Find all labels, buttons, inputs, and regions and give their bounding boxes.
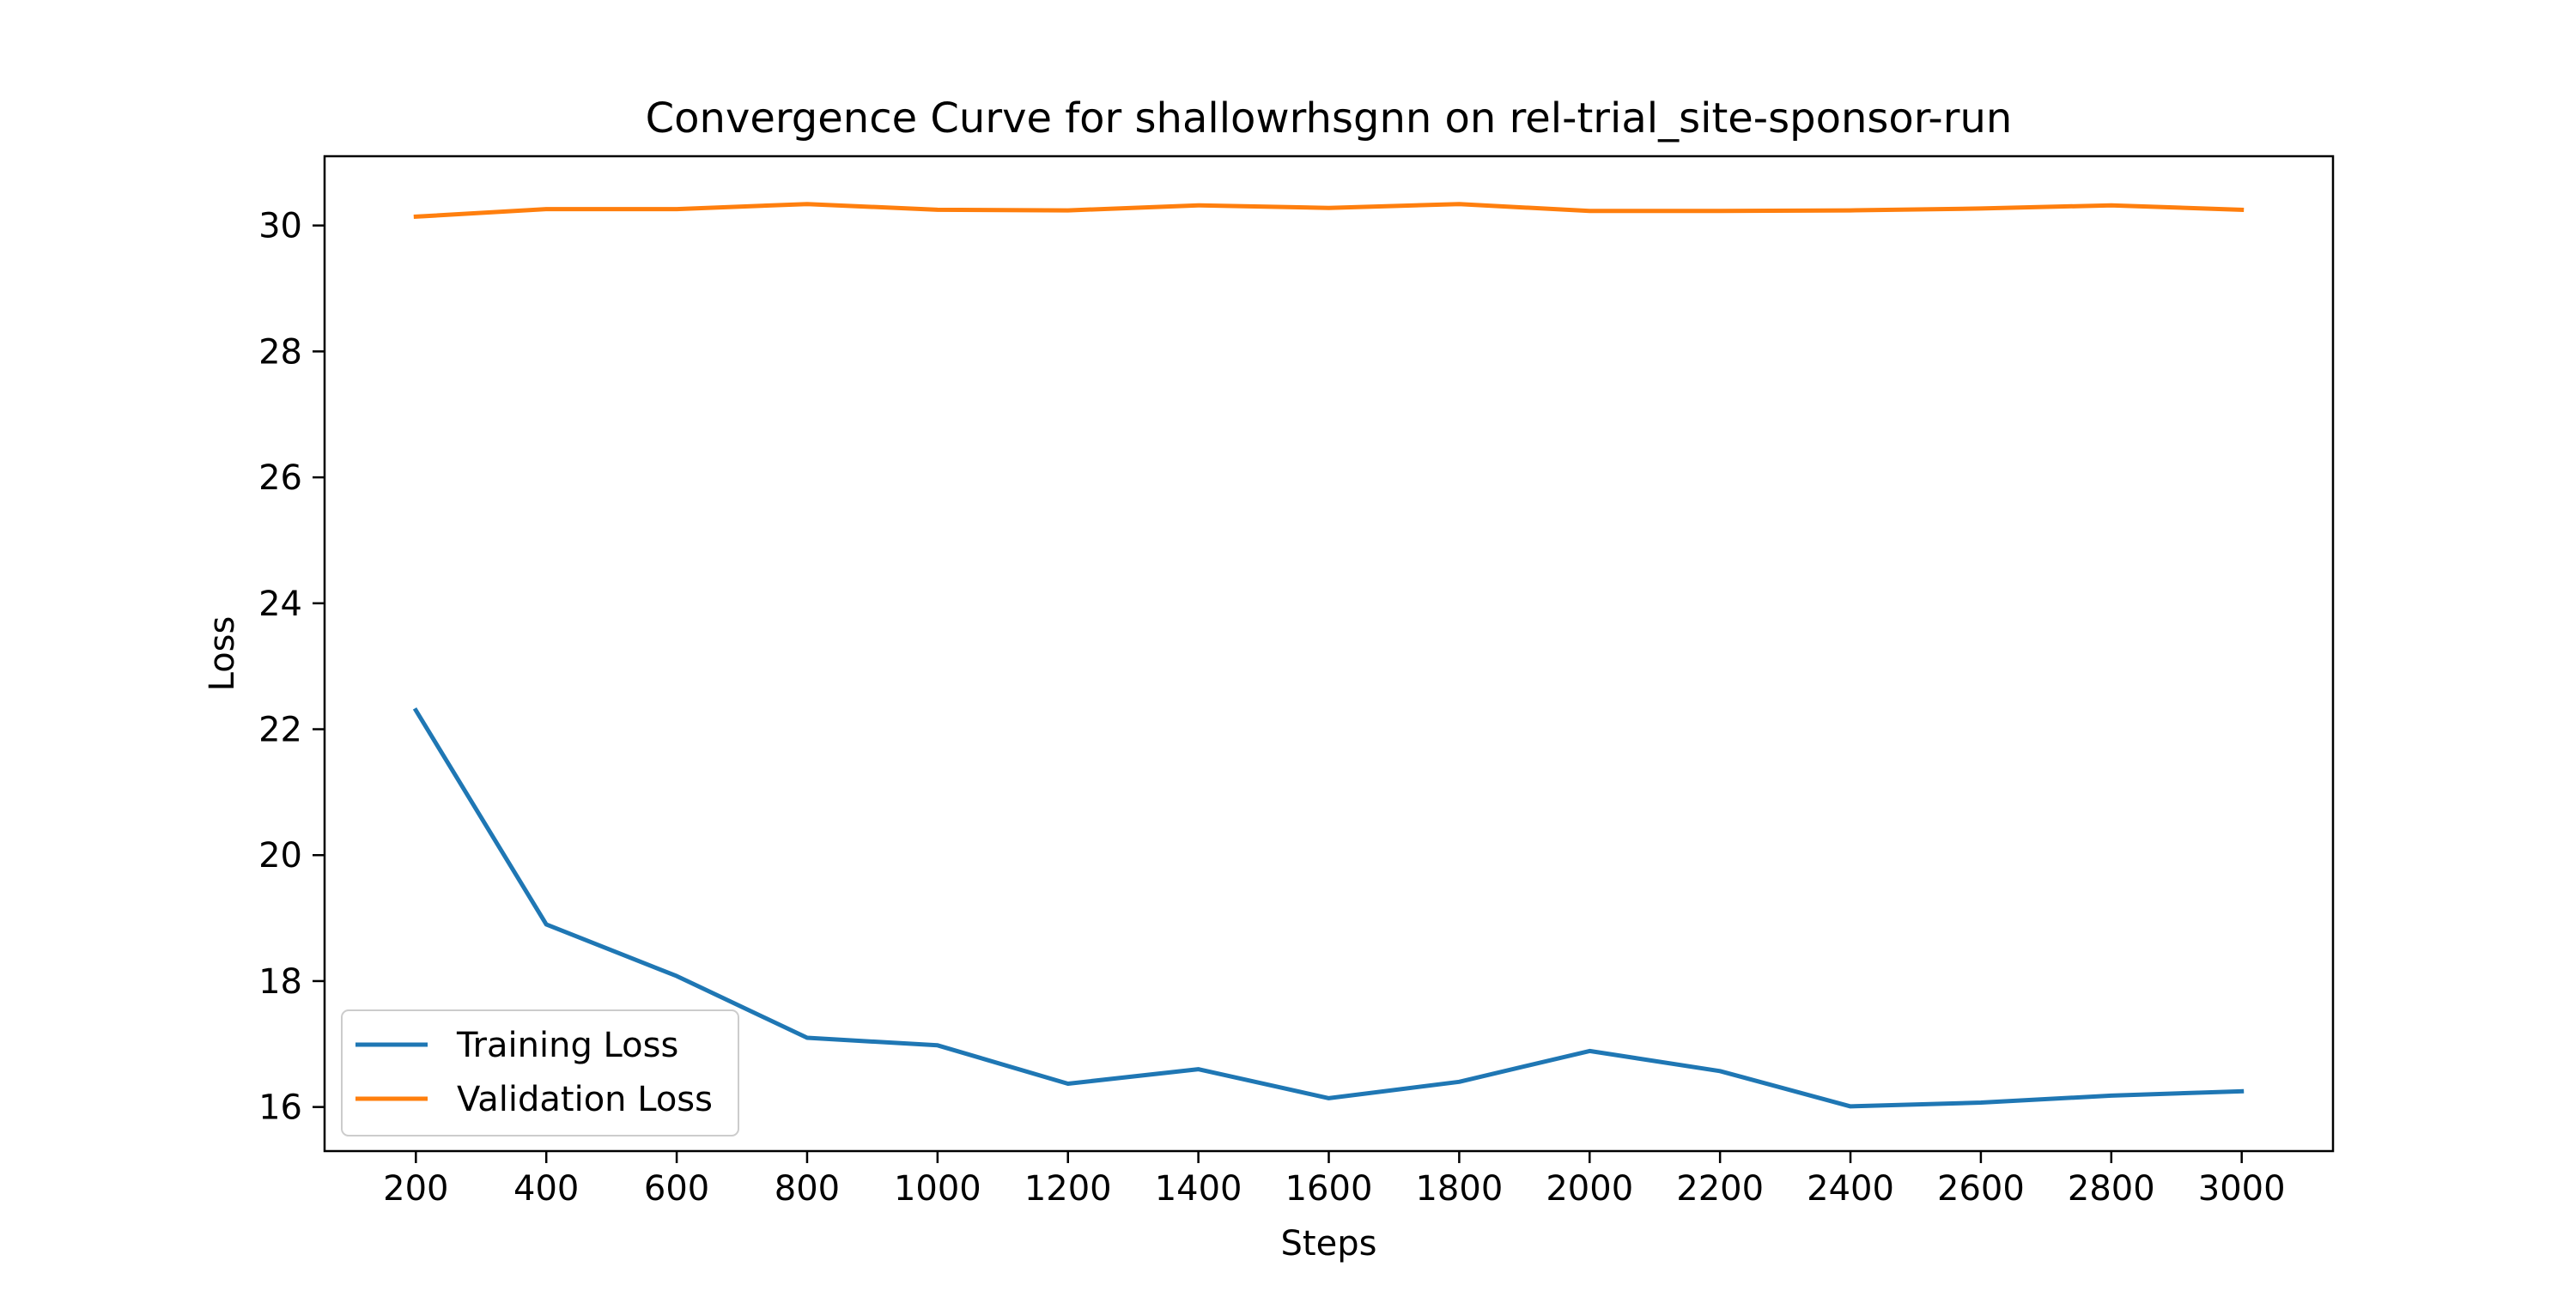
legend-label: Training Loss [456,1026,678,1065]
y-tick-label: 24 [258,585,302,624]
x-tick-label: 1400 [1155,1169,1242,1209]
x-tick-label: 1800 [1415,1169,1503,1209]
x-tick-label: 1600 [1285,1169,1373,1209]
x-tick-label: 600 [644,1169,709,1209]
x-tick-label: 200 [383,1169,448,1209]
chart-title: Convergence Curve for shallowrhsgnn on r… [646,94,2013,142]
y-tick-label: 22 [258,711,302,750]
series-line-1 [413,202,2245,220]
x-tick-label: 400 [513,1169,579,1209]
x-tick-label: 2600 [1937,1169,2025,1209]
y-tick-label: 26 [258,458,302,498]
y-tick-label: 28 [258,332,302,372]
y-tick-label: 20 [258,836,302,876]
legend: Training Loss Validation Loss [341,1009,739,1136]
series-line-0 [412,707,2245,1109]
legend-label: Validation Loss [457,1080,713,1119]
x-axis-ticks: 200 400 600 800 1000 1200 1400 1600 1800 2000 2200… [383,1151,2286,1209]
y-tick-label: 18 [258,962,302,1002]
x-tick-label: 2200 [1676,1169,1764,1209]
x-tick-label: 1000 [894,1169,981,1209]
series-lines [412,202,2245,1109]
x-tick-label: 3000 [2198,1169,2286,1209]
y-tick-label: 16 [258,1088,302,1128]
y-axis-ticks: 16 18 20 22 24 26 28 30 [258,207,325,1128]
legend-box [341,1009,739,1136]
y-axis-label: Loss [203,616,242,692]
x-tick-label: 2000 [1546,1169,1633,1209]
x-tick-label: 2800 [2068,1169,2155,1209]
x-tick-label: 1200 [1024,1169,1112,1209]
x-tick-label: 800 [775,1169,840,1209]
x-tick-label: 2400 [1807,1169,1894,1209]
y-tick-label: 30 [258,207,302,246]
x-axis-label: Steps [1281,1224,1377,1264]
